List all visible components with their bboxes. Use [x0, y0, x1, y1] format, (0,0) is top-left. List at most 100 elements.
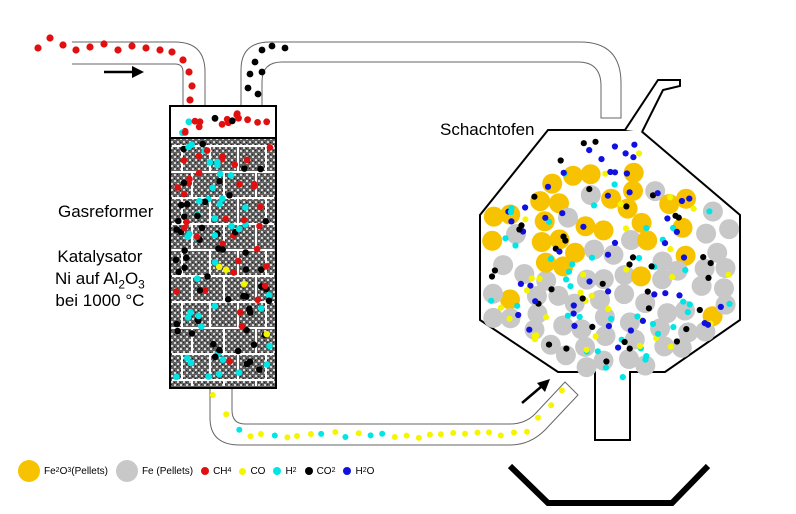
shaft-furnace-label: Schachtofen [440, 120, 535, 139]
gas-particle [524, 428, 530, 435]
ch4-particle [168, 48, 176, 56]
fe-pellet [593, 269, 614, 290]
fe-pellet [614, 284, 635, 305]
gas-particle [215, 263, 223, 271]
gas-particle [211, 302, 219, 310]
gas-particle [531, 332, 538, 339]
gas-particle [700, 254, 707, 261]
gas-particle [645, 305, 653, 312]
gas-particle [195, 169, 203, 177]
gas-particle [636, 150, 643, 157]
co2-particle [246, 70, 254, 78]
gas-particle [183, 201, 191, 208]
fe2o3-pellet [563, 165, 583, 186]
gas-particle [589, 323, 596, 330]
gas-particle [175, 217, 182, 225]
gas-particle [174, 184, 181, 191]
gas-particle [673, 338, 681, 345]
gas-particle [586, 147, 593, 154]
gas-particle [235, 369, 243, 377]
gas-particle [669, 273, 676, 281]
gas-particle [611, 181, 618, 188]
gas-particle [639, 317, 647, 324]
gas-particle [604, 251, 612, 258]
gas-particle [223, 411, 230, 418]
gas-particle [332, 429, 339, 435]
gas-particle [619, 374, 626, 381]
gas-particle [507, 208, 515, 216]
fe2o3-pellet [549, 193, 569, 214]
gas-particle [664, 215, 671, 222]
gas-particle [183, 254, 190, 262]
gas-particle [661, 240, 669, 247]
gas-particle [206, 159, 214, 166]
gas-particle [256, 203, 264, 211]
gas-particle [185, 118, 193, 126]
gas-particle [607, 168, 614, 176]
gas-particle [634, 313, 641, 320]
gas-particle [686, 301, 693, 308]
gas-particle [488, 273, 496, 280]
gas-particle [686, 195, 693, 202]
fe-pellet [614, 265, 635, 286]
ch4-particle [142, 44, 150, 52]
ch4-particle [100, 40, 108, 48]
gas-particle [391, 434, 398, 440]
fe-pellet [652, 251, 673, 272]
gas-particle [246, 305, 253, 313]
gas-particle [512, 242, 519, 249]
gas-particle [502, 235, 509, 242]
gas-particle [210, 340, 217, 348]
gas-particle [250, 341, 258, 349]
gas-particle [228, 117, 236, 125]
gas-particle [654, 330, 662, 337]
gas-particle [219, 356, 227, 364]
gas-particle [651, 291, 658, 298]
gas-particle [546, 218, 553, 225]
gas-particle [644, 288, 651, 295]
gas-particle [450, 430, 457, 436]
gas-particle [294, 433, 300, 439]
gas-particle [627, 327, 635, 334]
gas-particle [636, 342, 644, 350]
gas-particle [654, 190, 661, 197]
legend-item-co2: CO 2 [304, 466, 335, 477]
legend-swatch [239, 467, 247, 475]
fe-pellet [575, 336, 596, 357]
gas-particle [184, 354, 191, 362]
gas-particle [181, 247, 188, 254]
gas-particle [567, 283, 574, 290]
gas-particle [535, 414, 541, 421]
gas-particle [240, 280, 248, 288]
gas-particle [611, 239, 619, 246]
fe-pellet [584, 239, 605, 260]
gas-particle [235, 225, 243, 233]
ch4-particle [114, 46, 122, 54]
gas-particle [263, 361, 271, 368]
gas-particle [236, 309, 244, 316]
gas-particle [209, 392, 216, 398]
gas-particle [536, 275, 543, 282]
fe-pellet [524, 319, 545, 340]
gas-particle [678, 197, 686, 205]
catalyst-line-2: Ni auf Al2O3 [55, 269, 145, 292]
gas-particle [211, 232, 219, 239]
gas-particle [261, 282, 269, 290]
gas-particle [608, 315, 615, 322]
gas-particle [547, 255, 555, 262]
ch4-particle [179, 56, 187, 64]
gas-particle [243, 360, 251, 368]
gas-particle [565, 268, 573, 275]
gas-particle [256, 366, 263, 373]
gas-particle [588, 292, 595, 299]
fe-pellet [654, 336, 675, 357]
gas-particle [219, 246, 226, 253]
gas-particle [216, 170, 224, 178]
gas-particle [271, 432, 278, 439]
gas-particle [214, 158, 221, 166]
gas-particle [594, 348, 601, 355]
fe-pellet [553, 315, 574, 336]
ch4-particle [186, 96, 194, 104]
